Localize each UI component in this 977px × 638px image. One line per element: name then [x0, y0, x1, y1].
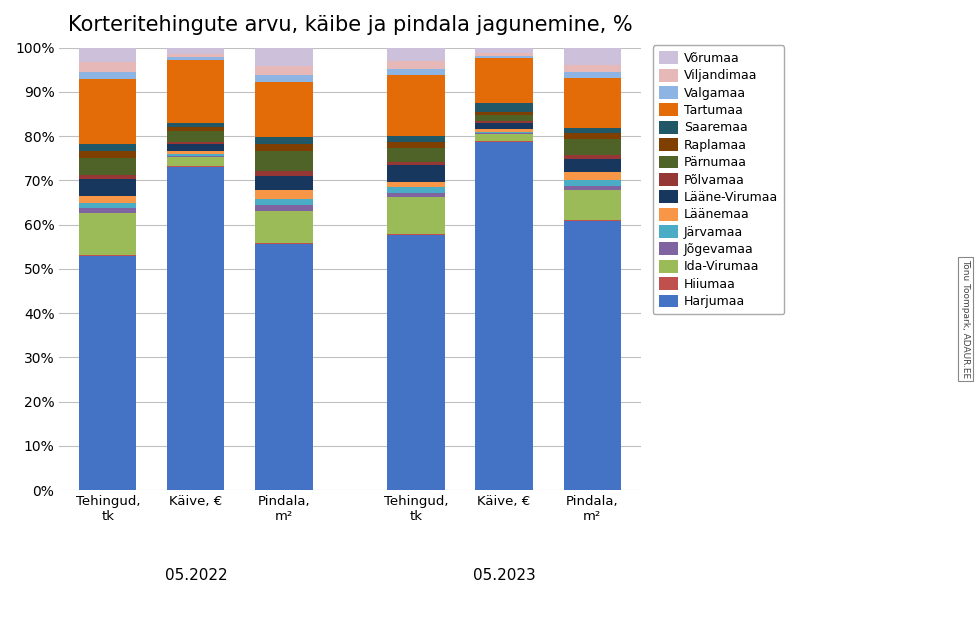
- Bar: [167, 127, 225, 131]
- Bar: [167, 54, 225, 57]
- Title: Korteritehingute arvu, käibe ja pindala jagunemine, %: Korteritehingute arvu, käibe ja pindala …: [67, 15, 632, 35]
- Bar: [79, 255, 137, 256]
- Text: 05.2022: 05.2022: [164, 568, 228, 582]
- Bar: [388, 70, 445, 75]
- Bar: [255, 66, 313, 75]
- Bar: [476, 103, 532, 112]
- Bar: [476, 142, 532, 490]
- Bar: [476, 115, 532, 121]
- Bar: [79, 175, 137, 179]
- Bar: [388, 61, 445, 70]
- Bar: [79, 144, 137, 151]
- Bar: [167, 48, 225, 54]
- Bar: [79, 151, 137, 158]
- Bar: [388, 235, 445, 490]
- Bar: [167, 154, 225, 156]
- Bar: [79, 62, 137, 71]
- Bar: [476, 53, 532, 56]
- Bar: [255, 144, 313, 151]
- Bar: [388, 136, 445, 142]
- Bar: [255, 205, 313, 211]
- Bar: [255, 75, 313, 82]
- Bar: [564, 221, 620, 490]
- Bar: [255, 189, 313, 198]
- Bar: [476, 133, 532, 135]
- Bar: [79, 158, 137, 175]
- Bar: [79, 196, 137, 203]
- Bar: [255, 244, 313, 490]
- Text: 05.2023: 05.2023: [473, 568, 535, 582]
- Bar: [167, 156, 225, 158]
- Bar: [255, 243, 313, 244]
- Bar: [167, 167, 225, 490]
- Bar: [388, 161, 445, 165]
- Bar: [79, 71, 137, 78]
- Bar: [564, 155, 620, 158]
- Bar: [388, 75, 445, 136]
- Bar: [167, 144, 225, 151]
- Bar: [564, 190, 620, 220]
- Bar: [476, 56, 532, 59]
- Bar: [167, 60, 225, 122]
- Bar: [388, 193, 445, 197]
- Bar: [167, 122, 225, 127]
- Bar: [564, 48, 620, 65]
- Bar: [79, 208, 137, 213]
- Bar: [564, 158, 620, 172]
- Bar: [564, 139, 620, 155]
- Bar: [388, 48, 445, 61]
- Bar: [255, 137, 313, 144]
- Bar: [388, 182, 445, 187]
- Bar: [167, 158, 225, 167]
- Bar: [388, 148, 445, 161]
- Bar: [255, 171, 313, 176]
- Bar: [476, 135, 532, 141]
- Bar: [79, 48, 137, 62]
- Bar: [564, 128, 620, 133]
- Bar: [167, 57, 225, 60]
- Bar: [167, 142, 225, 144]
- Bar: [79, 179, 137, 196]
- Bar: [255, 176, 313, 189]
- Bar: [167, 151, 225, 154]
- Bar: [255, 211, 313, 243]
- Bar: [564, 181, 620, 186]
- Bar: [255, 82, 313, 137]
- Text: Tõnu Toompark, ADAUR.EE: Tõnu Toompark, ADAUR.EE: [961, 260, 970, 378]
- Legend: Võrumaa, Viljandimaa, Valgamaa, Tartumaa, Saaremaa, Raplamaa, Pärnumaa, Põlvamaa: Võrumaa, Viljandimaa, Valgamaa, Tartumaa…: [653, 45, 785, 315]
- Bar: [476, 59, 532, 103]
- Bar: [564, 72, 620, 78]
- Bar: [388, 165, 445, 182]
- Bar: [388, 197, 445, 234]
- Bar: [476, 121, 532, 122]
- Bar: [255, 198, 313, 205]
- Bar: [388, 234, 445, 235]
- Bar: [476, 131, 532, 133]
- Bar: [564, 220, 620, 221]
- Bar: [564, 78, 620, 128]
- Bar: [79, 203, 137, 208]
- Bar: [388, 142, 445, 148]
- Bar: [79, 256, 137, 490]
- Bar: [79, 213, 137, 255]
- Bar: [476, 130, 532, 131]
- Bar: [476, 48, 532, 53]
- Bar: [476, 122, 532, 130]
- Bar: [79, 78, 137, 144]
- Bar: [255, 48, 313, 66]
- Bar: [564, 133, 620, 139]
- Bar: [564, 172, 620, 181]
- Bar: [255, 151, 313, 171]
- Bar: [564, 186, 620, 190]
- Bar: [476, 112, 532, 115]
- Bar: [564, 65, 620, 72]
- Bar: [388, 187, 445, 193]
- Bar: [167, 131, 225, 142]
